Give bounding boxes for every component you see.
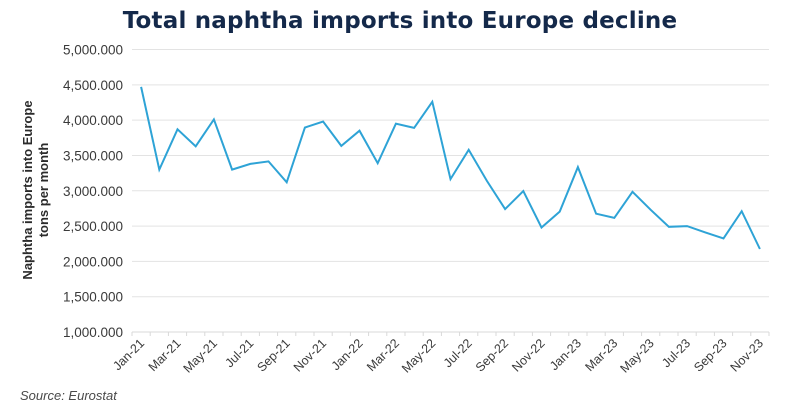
series-layer xyxy=(140,86,761,250)
x-tick-label: Jan-22 xyxy=(329,336,366,373)
y-axis-title: Naphtha imports into Europe tons per mon… xyxy=(20,100,51,279)
x-tick-label: Jan-21 xyxy=(110,336,147,373)
x-tick-label: Jan-23 xyxy=(547,336,584,373)
x-tick-label: Nov-23 xyxy=(728,336,766,374)
source-note: Source: Eurostat xyxy=(20,388,117,403)
x-tick-label: Mar-21 xyxy=(146,336,184,374)
y-tick-label: 4,000.000 xyxy=(63,113,123,128)
y-axis-title-line-2: tons per month xyxy=(36,143,51,238)
gridlines xyxy=(132,49,769,298)
x-tick-label: May-23 xyxy=(617,336,656,375)
y-tick-label: 5,000.000 xyxy=(63,43,123,58)
y-tick-label: 4,500.000 xyxy=(63,78,123,93)
x-tick-label: Mar-22 xyxy=(364,336,402,374)
x-tick-label: Nov-21 xyxy=(291,336,329,374)
x-tick-label: Mar-23 xyxy=(583,336,621,374)
y-axis-title-line-1: Naphtha imports into Europe xyxy=(20,100,35,279)
x-tick-label: Jul-21 xyxy=(222,336,256,370)
y-tick-label: 2,500.000 xyxy=(63,219,123,234)
y-tick-label: 3,500.000 xyxy=(63,148,123,163)
x-tick-label: May-21 xyxy=(181,336,220,375)
y-axis-ticks: 1,000.000 1,500.000 2,000.000 2,500.000 3,00… xyxy=(63,43,123,341)
chart-title: Total naphtha imports into Europe declin… xyxy=(122,8,678,34)
x-tick-label: Sep-21 xyxy=(254,336,292,374)
y-tick-label: 1,500.000 xyxy=(63,290,123,305)
x-tick-label: Sep-22 xyxy=(473,336,511,374)
y-tick-label: 3,000.000 xyxy=(63,184,123,199)
x-tick-label: Jul-23 xyxy=(659,336,693,370)
y-tick-label: 2,000.000 xyxy=(63,254,123,269)
x-tick-label: Sep-23 xyxy=(691,336,729,374)
x-tick-label: Jul-22 xyxy=(441,336,475,370)
x-tick-label: Nov-22 xyxy=(509,336,547,374)
series-line xyxy=(140,86,761,250)
y-tick-label: 1,000.000 xyxy=(63,325,123,340)
x-tick-label: May-22 xyxy=(399,336,438,375)
